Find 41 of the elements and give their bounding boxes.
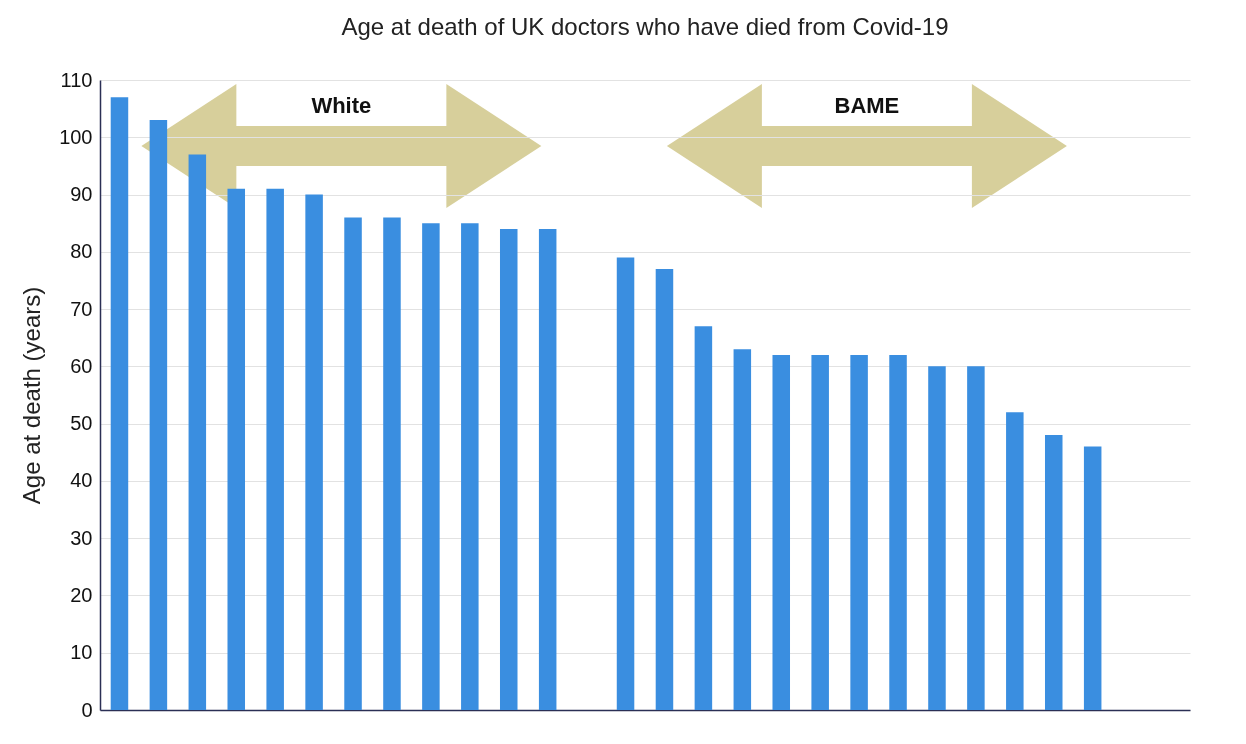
- bar: [461, 223, 479, 710]
- bar: [616, 257, 635, 710]
- y-tick-label: 20: [70, 583, 93, 606]
- bar: [928, 366, 946, 710]
- bar: [149, 120, 168, 710]
- y-tick-label: 80: [70, 240, 93, 263]
- y-tick-label: 110: [60, 68, 93, 91]
- y-tick-label: 60: [70, 354, 93, 377]
- y-tick-label: 70: [70, 297, 93, 320]
- bar: [1083, 446, 1102, 710]
- y-tick-label: 40: [70, 469, 93, 492]
- y-tick-label: 30: [70, 526, 93, 549]
- bar: [305, 194, 323, 710]
- y-axis-title: Age at death (years): [18, 286, 46, 505]
- bar: [110, 97, 129, 710]
- bar: [1006, 412, 1024, 710]
- y-tick-label: 90: [70, 183, 93, 206]
- bar: [655, 269, 674, 710]
- bar: [188, 154, 207, 710]
- bar: [383, 217, 401, 710]
- y-tick-label: 0: [81, 698, 93, 721]
- bar: [772, 354, 791, 710]
- y-tick-label: 50: [70, 412, 93, 435]
- bar: [733, 349, 752, 710]
- bar: [538, 228, 557, 710]
- bar: [344, 217, 362, 710]
- bar: [266, 188, 284, 710]
- chart-title: Age at death of UK doctors who have died from Covid-19: [341, 13, 949, 40]
- annotation: BAME: [834, 93, 900, 118]
- bar: [967, 366, 985, 710]
- annotation: White: [311, 93, 372, 118]
- bar: [422, 223, 440, 710]
- bar: [889, 354, 907, 710]
- bar: [499, 228, 518, 710]
- y-tick-label: 10: [70, 641, 93, 664]
- y-tick-label: 100: [59, 125, 93, 148]
- bar: [227, 188, 246, 710]
- bar: [850, 354, 868, 710]
- bar: [1044, 435, 1063, 710]
- bar: [811, 354, 829, 710]
- bar: [694, 326, 713, 710]
